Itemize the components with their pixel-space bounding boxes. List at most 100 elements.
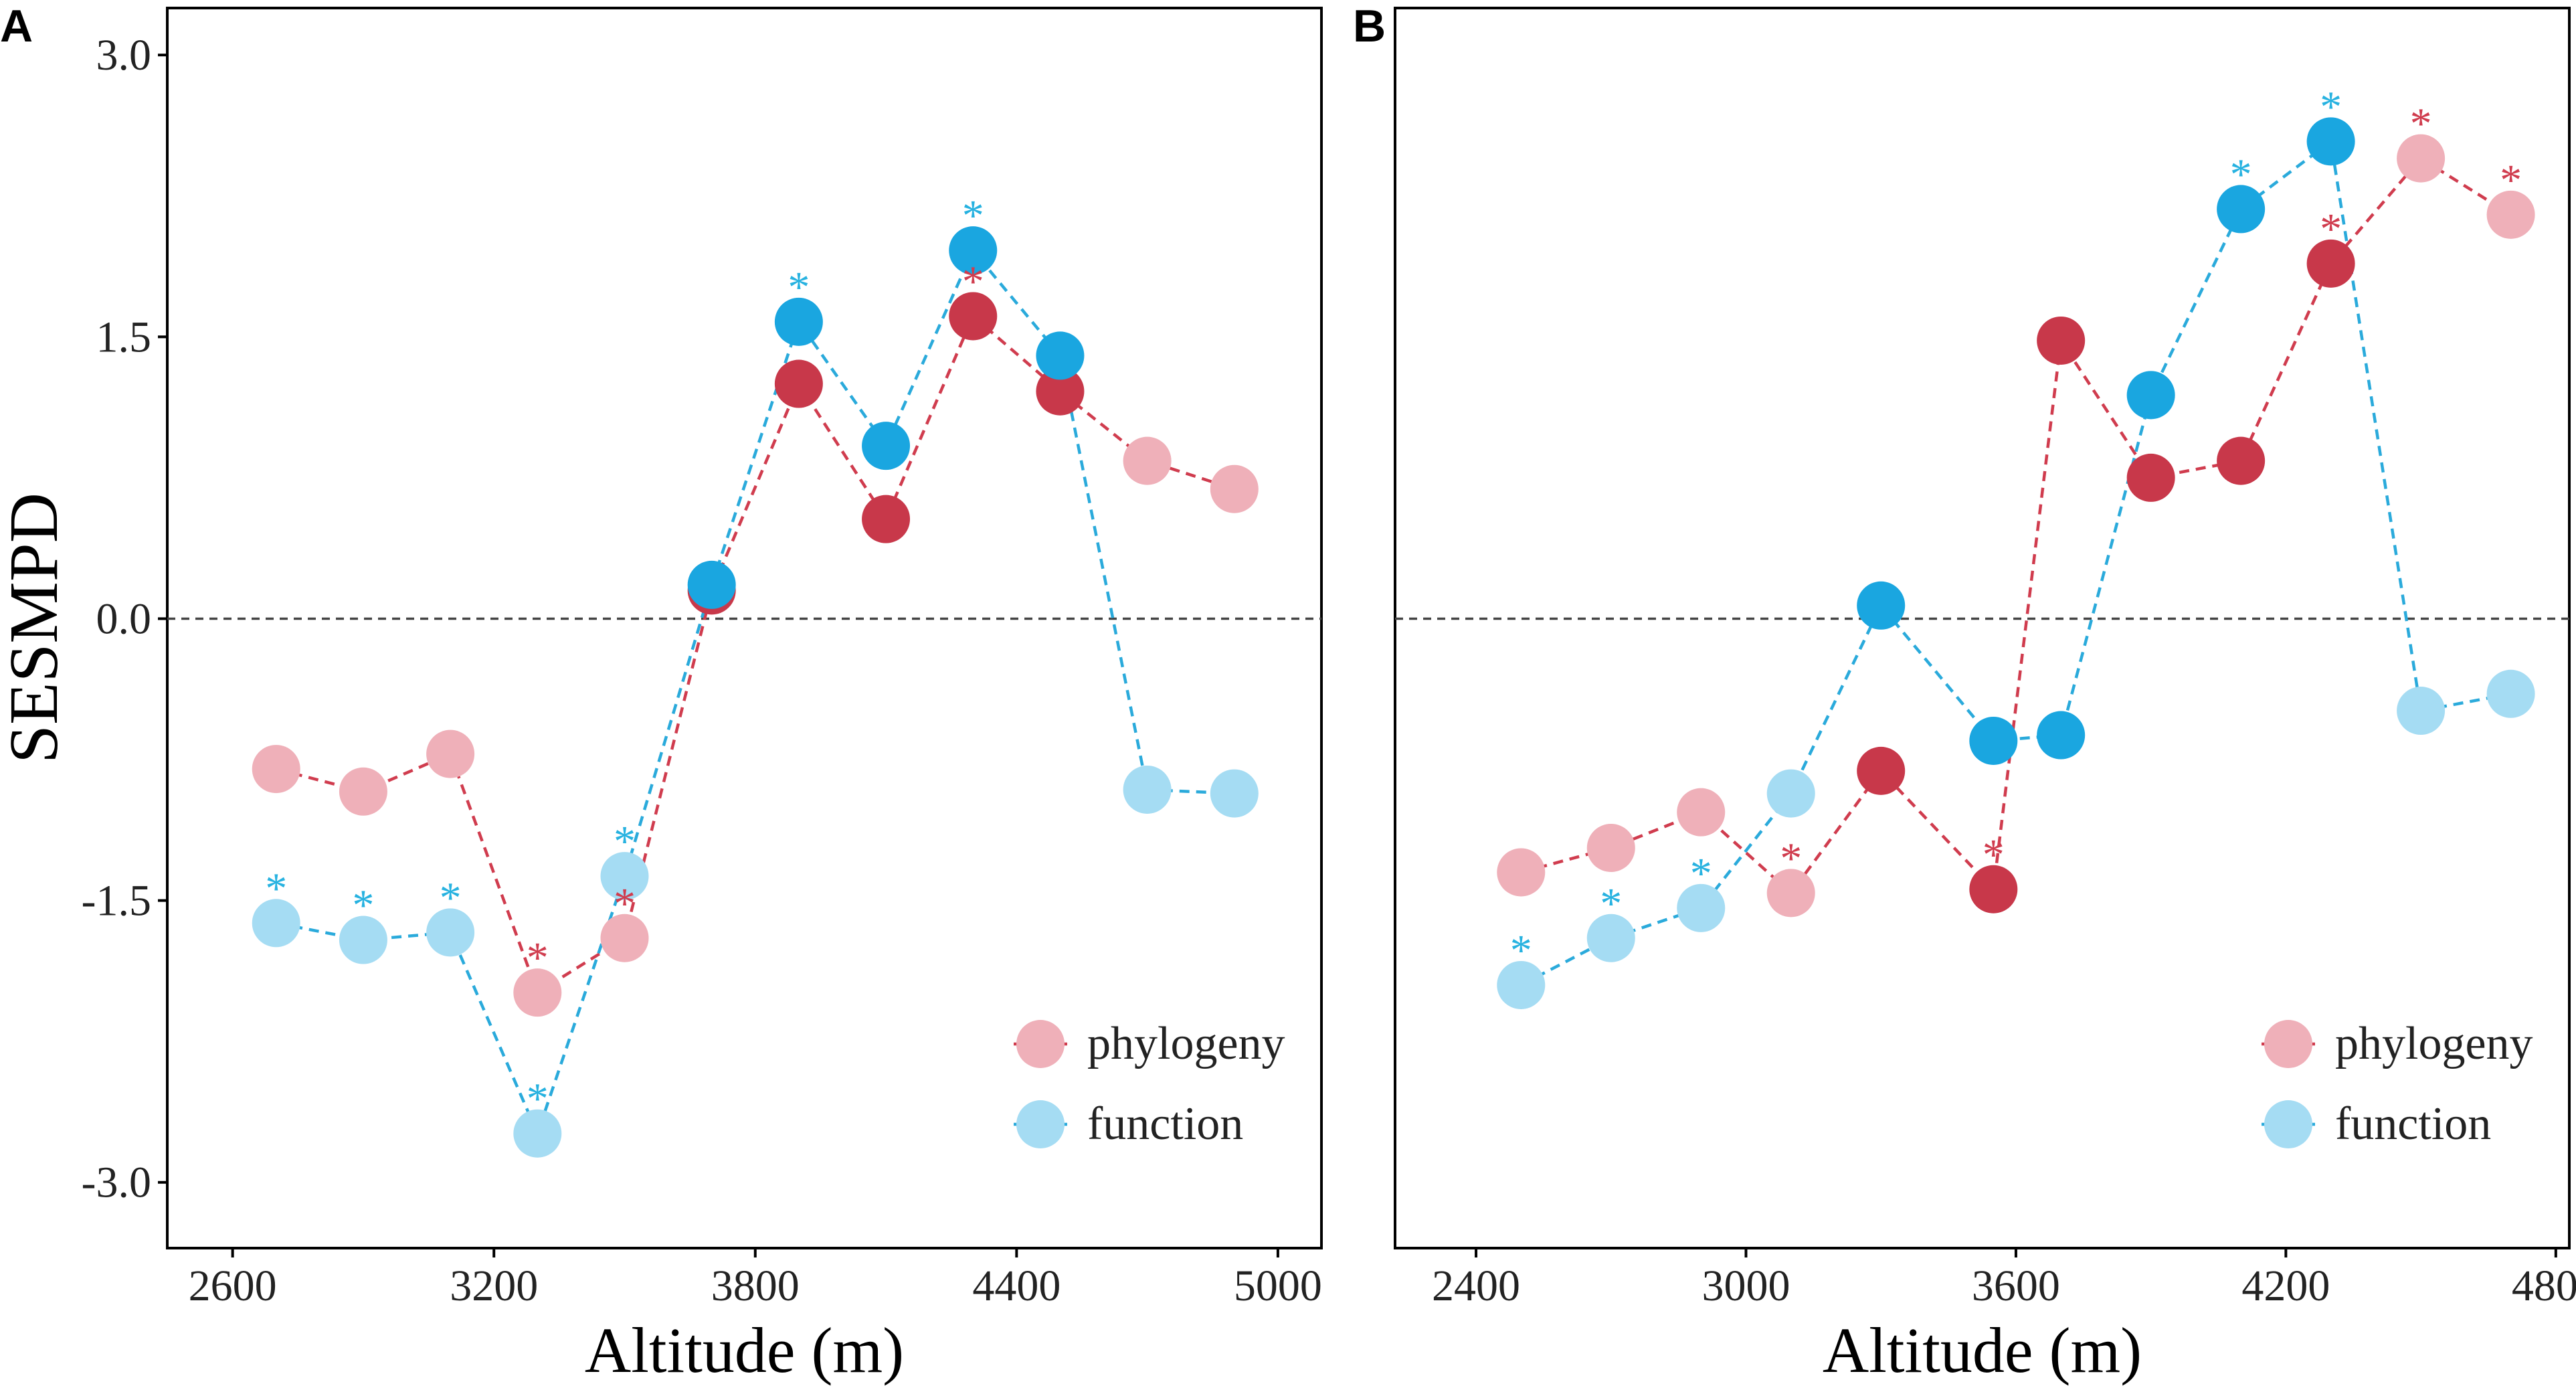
function-significance-star: * [614, 817, 636, 866]
phylogeny-point [426, 729, 475, 778]
phylogeny-point [2217, 436, 2266, 485]
x-tick-label: 5000 [1234, 1262, 1322, 1310]
function-point [1036, 331, 1085, 380]
phylogeny-significance-star: * [2320, 205, 2342, 254]
phylogeny-point [252, 745, 300, 794]
function-point [949, 226, 998, 275]
x-axis-title: Altitude (m) [1823, 1314, 2142, 1386]
function-point [1210, 769, 1259, 818]
function-significance-star: * [1690, 849, 1712, 898]
phylogeny-point [1677, 788, 1726, 837]
phylogeny-point [949, 292, 998, 341]
x-tick-label: 4400 [972, 1262, 1061, 1310]
phylogeny-point [774, 359, 823, 408]
phylogeny-point [513, 968, 562, 1017]
phylogeny-point [1123, 436, 1172, 485]
function-point [2126, 371, 2175, 420]
x-axis-title: Altitude (m) [585, 1314, 904, 1386]
legend-label-function: function [1087, 1098, 1243, 1150]
panel-letter: B [1353, 1, 1386, 52]
x-tick-label: 3600 [1972, 1262, 2060, 1310]
function-significance-star: * [527, 1075, 549, 1124]
series-line-function [276, 247, 1234, 1138]
x-tick-label: 2600 [189, 1262, 277, 1310]
panel-b: B 2400 3000 3600 4200 4800 Altitude (m) * * * * * * *… [1353, 1, 2576, 1386]
phylogeny-point [600, 913, 649, 962]
phylogeny-point [339, 767, 387, 816]
phylogeny-point [2397, 134, 2446, 183]
phylogeny-significance-star: * [1983, 831, 2005, 879]
function-point [1677, 883, 1726, 932]
x-tick-label: 3000 [1701, 1262, 1790, 1310]
legend-marker-function [2264, 1100, 2312, 1148]
phylogeny-point [2306, 239, 2355, 288]
phylogeny-point [1969, 865, 2018, 913]
phylogeny-significance-star: * [614, 879, 636, 928]
function-point [2397, 687, 2446, 735]
series-line-function [1520, 139, 2512, 986]
phylogeny-point [2486, 190, 2535, 239]
function-point [2306, 117, 2355, 166]
function-significance-star: * [1600, 879, 1622, 928]
function-point [1123, 765, 1172, 814]
x-tick-label: 4800 [2512, 1262, 2576, 1310]
plot-frame [166, 7, 1323, 1249]
function-significance-star: * [962, 191, 984, 240]
phylogeny-significance-star: * [2500, 156, 2522, 205]
panel-letter: A [0, 1, 33, 52]
plot-frame [1394, 7, 2571, 1249]
phylogeny-point [1857, 746, 1906, 795]
phylogeny-point [1586, 823, 1635, 872]
function-point [252, 899, 300, 948]
function-point [687, 560, 736, 609]
x-tick-label: 2400 [1432, 1262, 1520, 1310]
function-point [2217, 185, 2266, 234]
function-point [513, 1109, 562, 1158]
y-tick-label: 3.0 [96, 31, 152, 80]
function-significance-star: * [2230, 150, 2252, 199]
y-tick-label: -1.5 [82, 877, 151, 926]
legend-marker-function [1016, 1100, 1065, 1148]
x-tick-label: 4200 [2241, 1262, 2330, 1310]
function-significance-star: * [352, 881, 374, 930]
function-point [1766, 769, 1815, 818]
phylogeny-point [1210, 464, 1259, 513]
phylogeny-point [1036, 367, 1085, 416]
function-point [774, 297, 823, 346]
function-point [2037, 711, 2086, 760]
function-significance-star: * [2320, 82, 2342, 131]
x-tick-label: 3800 [711, 1262, 800, 1310]
y-axis-title: SESMPD [0, 493, 72, 764]
function-point [339, 916, 387, 964]
function-significance-star: * [1510, 926, 1532, 975]
y-tick-label: 0.0 [96, 594, 152, 643]
legend-label-function: function [2335, 1098, 2491, 1150]
legend-marker-phylogeny [1016, 1020, 1065, 1068]
function-point [600, 852, 649, 901]
phylogeny-point [1497, 848, 1546, 897]
function-significance-star: * [265, 864, 287, 913]
legend-marker-phylogeny [2264, 1020, 2312, 1068]
function-point [1586, 913, 1635, 962]
function-point [862, 422, 911, 470]
phylogeny-point [1766, 869, 1815, 918]
phylogeny-significance-star: * [527, 934, 549, 982]
function-significance-star: * [440, 873, 462, 922]
legend-label-phylogeny: phylogeny [1087, 1018, 1285, 1069]
y-tick-label: -3.0 [82, 1158, 151, 1207]
phylogeny-significance-star: * [2410, 100, 2432, 149]
phylogeny-significance-star: * [962, 257, 984, 306]
phylogeny-point [2037, 316, 2086, 365]
function-point [1969, 716, 2018, 765]
phylogeny-point [862, 495, 911, 543]
phylogeny-point [2126, 453, 2175, 502]
function-point [2486, 669, 2535, 718]
x-tick-label: 3200 [450, 1262, 538, 1310]
function-point [426, 908, 475, 957]
panel-a: A 2600 3200 3800 4400 5000 -3.0 -1.5 0.0 1.5 3.0 Al… [0, 1, 1323, 1386]
legend-label-phylogeny: phylogeny [2335, 1018, 2533, 1069]
function-point [1497, 960, 1546, 1009]
function-significance-star: * [788, 263, 810, 312]
y-tick-label: 1.5 [96, 313, 152, 361]
